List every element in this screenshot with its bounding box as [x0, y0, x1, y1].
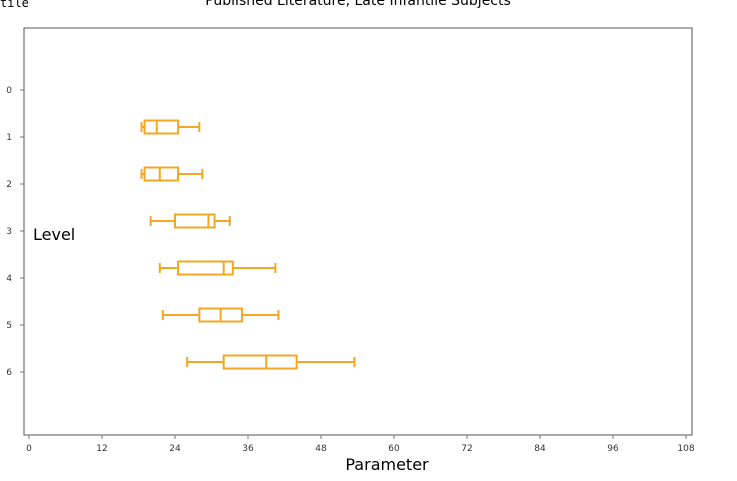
y-tick-label: 5 — [6, 321, 12, 331]
box-level-2 — [140, 166, 204, 182]
iqr-box — [174, 213, 216, 229]
x-tick-label: 24 — [169, 444, 181, 454]
chart-title: Published Literature, Late Infantile Sub… — [205, 0, 511, 9]
box-level-4 — [158, 260, 277, 276]
iqr-box — [143, 119, 180, 135]
box-level-6 — [186, 354, 356, 370]
x-tick-label: 36 — [242, 444, 254, 454]
y-tick-label: 4 — [6, 274, 12, 284]
y-axis: 0 1 2 3 4 5 6 — [6, 86, 24, 378]
x-tick-label: 96 — [607, 444, 619, 454]
x-tick-label: 48 — [315, 444, 327, 454]
iqr-box — [177, 260, 234, 276]
x-tick-label: 12 — [96, 444, 107, 454]
y-tick-label: 3 — [6, 227, 12, 237]
x-axis-label: Parameter — [345, 455, 429, 474]
iqr-box — [143, 166, 180, 182]
plot-frame — [23, 27, 693, 436]
x-tick-label: 0 — [26, 444, 32, 454]
boxes — [140, 119, 356, 370]
box-level-5 — [161, 307, 280, 323]
box-level-3 — [149, 213, 231, 229]
x-tick-label: 108 — [677, 444, 694, 454]
y-tick-label: 2 — [6, 180, 12, 190]
y-tick-label: 0 — [6, 86, 12, 96]
x-tick-label: 84 — [534, 444, 546, 454]
x-tick-label: 60 — [388, 444, 400, 454]
box-level-1 — [140, 119, 201, 135]
x-tick-label: 72 — [461, 444, 472, 454]
x-axis: 0 12 24 36 48 60 72 84 96 108 — [26, 435, 695, 454]
iqr-box — [222, 354, 298, 370]
corner-text: tile — [0, 0, 29, 10]
y-tick-label: 6 — [6, 368, 12, 378]
y-axis-label: Level — [33, 225, 75, 244]
y-tick-label: 1 — [6, 133, 12, 143]
